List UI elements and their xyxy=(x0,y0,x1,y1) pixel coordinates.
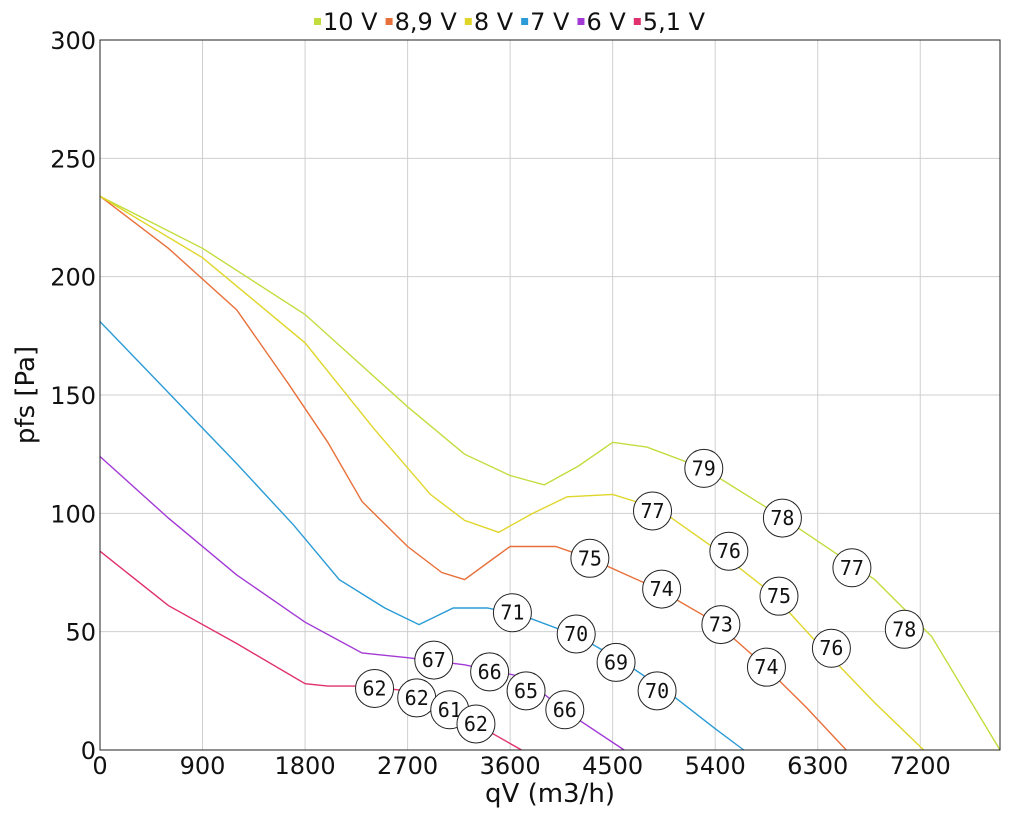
label-bubble xyxy=(684,448,724,488)
label-bubble xyxy=(759,576,799,616)
label-bubble xyxy=(642,569,682,609)
legend-swatch xyxy=(577,18,585,25)
legend-label: 5,1 V xyxy=(643,8,706,36)
legend-swatch xyxy=(633,18,641,25)
bubble-label: 77 xyxy=(840,556,864,580)
bubble-label: 66 xyxy=(553,698,577,722)
x-tick-label: 2700 xyxy=(377,752,438,780)
x-tick-label: 5400 xyxy=(685,752,746,780)
legend-label: 7 V xyxy=(530,8,570,36)
bubble-label: 62 xyxy=(363,676,387,700)
series-line xyxy=(99,195,925,751)
label-bubble xyxy=(637,671,677,711)
label-bubble xyxy=(709,531,749,571)
label-bubble xyxy=(556,614,596,654)
x-axis-title: qV (m3/h) xyxy=(485,779,615,809)
bubble-label: 73 xyxy=(709,613,733,637)
bubble-label: 69 xyxy=(604,650,628,674)
legend-label: 6 V xyxy=(586,8,626,36)
x-tick-label: 6300 xyxy=(787,752,848,780)
bubble-label: 71 xyxy=(500,601,524,625)
legend-swatch xyxy=(314,18,321,25)
y-tick-label: 100 xyxy=(50,500,96,528)
bubble-label: 62 xyxy=(405,686,429,710)
bubble-label: 79 xyxy=(692,456,716,480)
y-tick-label: 150 xyxy=(50,382,96,410)
y-tick-label: 50 xyxy=(65,619,96,647)
y-tick-label: 250 xyxy=(50,145,96,173)
y-tick-label: 0 xyxy=(81,737,96,765)
y-axis-title: pfs [Pa] xyxy=(11,346,41,444)
label-bubble xyxy=(414,640,454,680)
x-tick-label: 1800 xyxy=(275,752,336,780)
bubble-label: 75 xyxy=(767,584,791,608)
y-tick-label: 200 xyxy=(50,264,96,292)
legend-swatch xyxy=(464,18,472,25)
legend-label: 8,9 V xyxy=(395,8,458,36)
x-tick-label: 900 xyxy=(180,752,226,780)
label-bubble xyxy=(570,538,610,578)
label-bubble xyxy=(884,609,924,649)
tick-layer: 0 900 1800 2700 3600 4500 5400 6300 7200 0 50 100 15… xyxy=(50,27,951,780)
bubble-label: 78 xyxy=(770,506,794,530)
bubble-label: 78 xyxy=(892,617,916,641)
x-tick-label: 3600 xyxy=(480,752,541,780)
legend-label: 10 V xyxy=(323,8,378,36)
bubble-label: 70 xyxy=(564,622,588,646)
label-bubble xyxy=(506,671,546,711)
label-bubble xyxy=(762,498,802,538)
bubble-label: 70 xyxy=(645,679,669,703)
legend-swatch xyxy=(385,18,393,25)
x-tick-label: 7200 xyxy=(890,752,951,780)
bubble-label: 76 xyxy=(819,636,843,660)
bubble-label: 77 xyxy=(640,499,664,523)
bubble-layer: 79 78 77 78 77 76 75 76 75 74 73 74 71 70 69 70 67 66 65 66… xyxy=(355,448,924,744)
label-bubble xyxy=(701,605,741,645)
bubble-label: 74 xyxy=(650,577,674,601)
bubble-label: 74 xyxy=(754,655,778,679)
label-bubble xyxy=(633,491,673,531)
legend: 10 V 8,9 V 8 V 7 V 6 V 5,1 V xyxy=(314,8,706,36)
y-tick-label: 300 xyxy=(50,27,96,55)
plot-frame xyxy=(99,39,1001,751)
label-bubble xyxy=(746,647,786,687)
bubble-label: 75 xyxy=(578,546,602,570)
bubble-label: 67 xyxy=(422,648,446,672)
label-bubble xyxy=(811,628,851,668)
bubble-label: 76 xyxy=(717,539,741,563)
x-tick-label: 0 xyxy=(92,752,107,780)
bubble-label: 66 xyxy=(478,660,502,684)
bubble-label: 65 xyxy=(514,679,538,703)
label-bubble xyxy=(470,652,510,692)
label-bubble xyxy=(456,704,496,744)
label-bubble xyxy=(355,668,395,708)
label-bubble xyxy=(832,548,872,588)
legend-label: 8 V xyxy=(474,8,514,36)
label-bubble xyxy=(492,593,532,633)
x-tick-label: 4500 xyxy=(582,752,643,780)
legend-swatch xyxy=(521,18,529,25)
label-bubble xyxy=(545,690,585,730)
bubble-label: 62 xyxy=(464,712,488,736)
label-bubble xyxy=(596,642,636,682)
